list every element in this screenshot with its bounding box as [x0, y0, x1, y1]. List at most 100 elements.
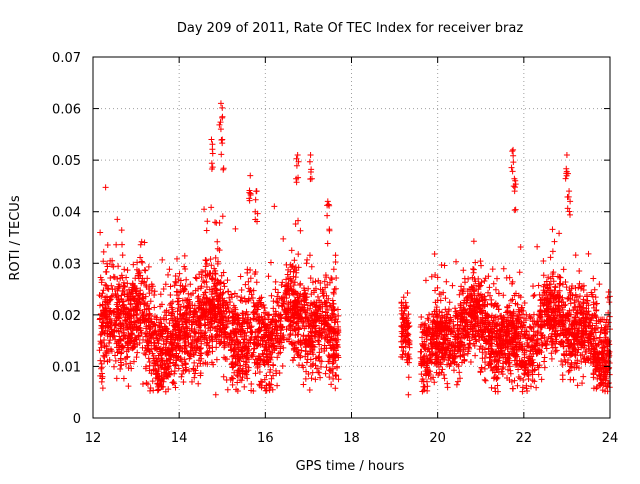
data-point [601, 358, 608, 365]
data-point [303, 260, 310, 267]
data-point [457, 302, 464, 309]
data-point [128, 344, 135, 351]
data-point [117, 336, 124, 343]
data-point [548, 333, 555, 340]
data-point [470, 238, 477, 245]
data-point [316, 353, 323, 360]
data-point [216, 121, 223, 128]
data-point [294, 304, 301, 311]
data-point [118, 227, 125, 234]
data-point [419, 376, 426, 383]
data-point [145, 305, 152, 312]
data-point [516, 339, 523, 346]
data-point [550, 278, 557, 285]
data-point [267, 342, 274, 349]
data-point [98, 279, 105, 286]
data-point [243, 369, 250, 376]
data-point [219, 327, 226, 334]
data-point [492, 364, 499, 371]
data-point [175, 276, 182, 283]
data-point [248, 323, 255, 330]
data-point [163, 340, 170, 347]
data-point [400, 294, 407, 301]
data-point [559, 327, 566, 334]
data-point [482, 275, 489, 282]
data-point [218, 279, 225, 286]
data-point [444, 384, 451, 391]
data-point [211, 314, 218, 321]
data-point [444, 324, 451, 331]
data-point [154, 370, 161, 377]
data-point [145, 346, 152, 353]
data-point [102, 294, 109, 301]
data-point [465, 344, 472, 351]
axes-layer [92, 56, 611, 419]
data-point [291, 265, 298, 272]
data-point [281, 298, 288, 305]
data-point [405, 351, 412, 358]
data-point [261, 385, 268, 392]
data-point [325, 201, 332, 208]
data-point [432, 287, 439, 294]
data-point [116, 333, 123, 340]
data-point [141, 267, 148, 274]
data-point [258, 313, 265, 320]
data-point [291, 354, 298, 361]
data-point [312, 278, 319, 285]
data-point [605, 354, 612, 361]
data-point [117, 359, 124, 366]
data-point [197, 360, 204, 367]
data-point [270, 305, 277, 312]
data-point [178, 373, 185, 380]
data-point [141, 239, 148, 246]
data-point [252, 356, 259, 363]
data-point [188, 350, 195, 357]
data-point [218, 137, 225, 144]
data-point [249, 294, 256, 301]
data-point [576, 293, 583, 300]
data-point [192, 287, 199, 294]
data-point [296, 326, 303, 333]
data-point [182, 265, 189, 272]
data-point [256, 381, 263, 388]
data-point [573, 294, 580, 301]
data-point [295, 362, 302, 369]
data-point [512, 177, 519, 184]
data-point [113, 294, 120, 301]
data-point [424, 387, 431, 394]
data-point [295, 158, 302, 165]
data-point [275, 311, 282, 318]
data-point [478, 318, 485, 325]
data-point [481, 365, 488, 372]
data-point [567, 296, 574, 303]
data-point [517, 243, 524, 250]
data-point [556, 273, 563, 280]
data-point [213, 356, 220, 363]
data-point [493, 363, 500, 370]
data-point [295, 217, 302, 224]
data-point [484, 314, 491, 321]
data-point [487, 360, 494, 367]
data-point [503, 274, 510, 281]
data-point [559, 372, 566, 379]
data-point [427, 356, 434, 363]
data-point [238, 286, 245, 293]
data-point [140, 312, 147, 319]
data-point [595, 364, 602, 371]
data-point [129, 281, 136, 288]
data-point [272, 313, 279, 320]
data-point [256, 382, 263, 389]
data-point [456, 348, 463, 355]
data-point [115, 285, 122, 292]
data-point [227, 299, 234, 306]
data-point [238, 348, 245, 355]
data-point [127, 300, 134, 307]
data-point [98, 293, 105, 300]
data-point [147, 387, 154, 394]
data-point [321, 299, 328, 306]
data-point [433, 304, 440, 311]
data-point [441, 375, 448, 382]
data-point [460, 267, 467, 274]
data-point [250, 345, 257, 352]
data-point [145, 263, 152, 270]
